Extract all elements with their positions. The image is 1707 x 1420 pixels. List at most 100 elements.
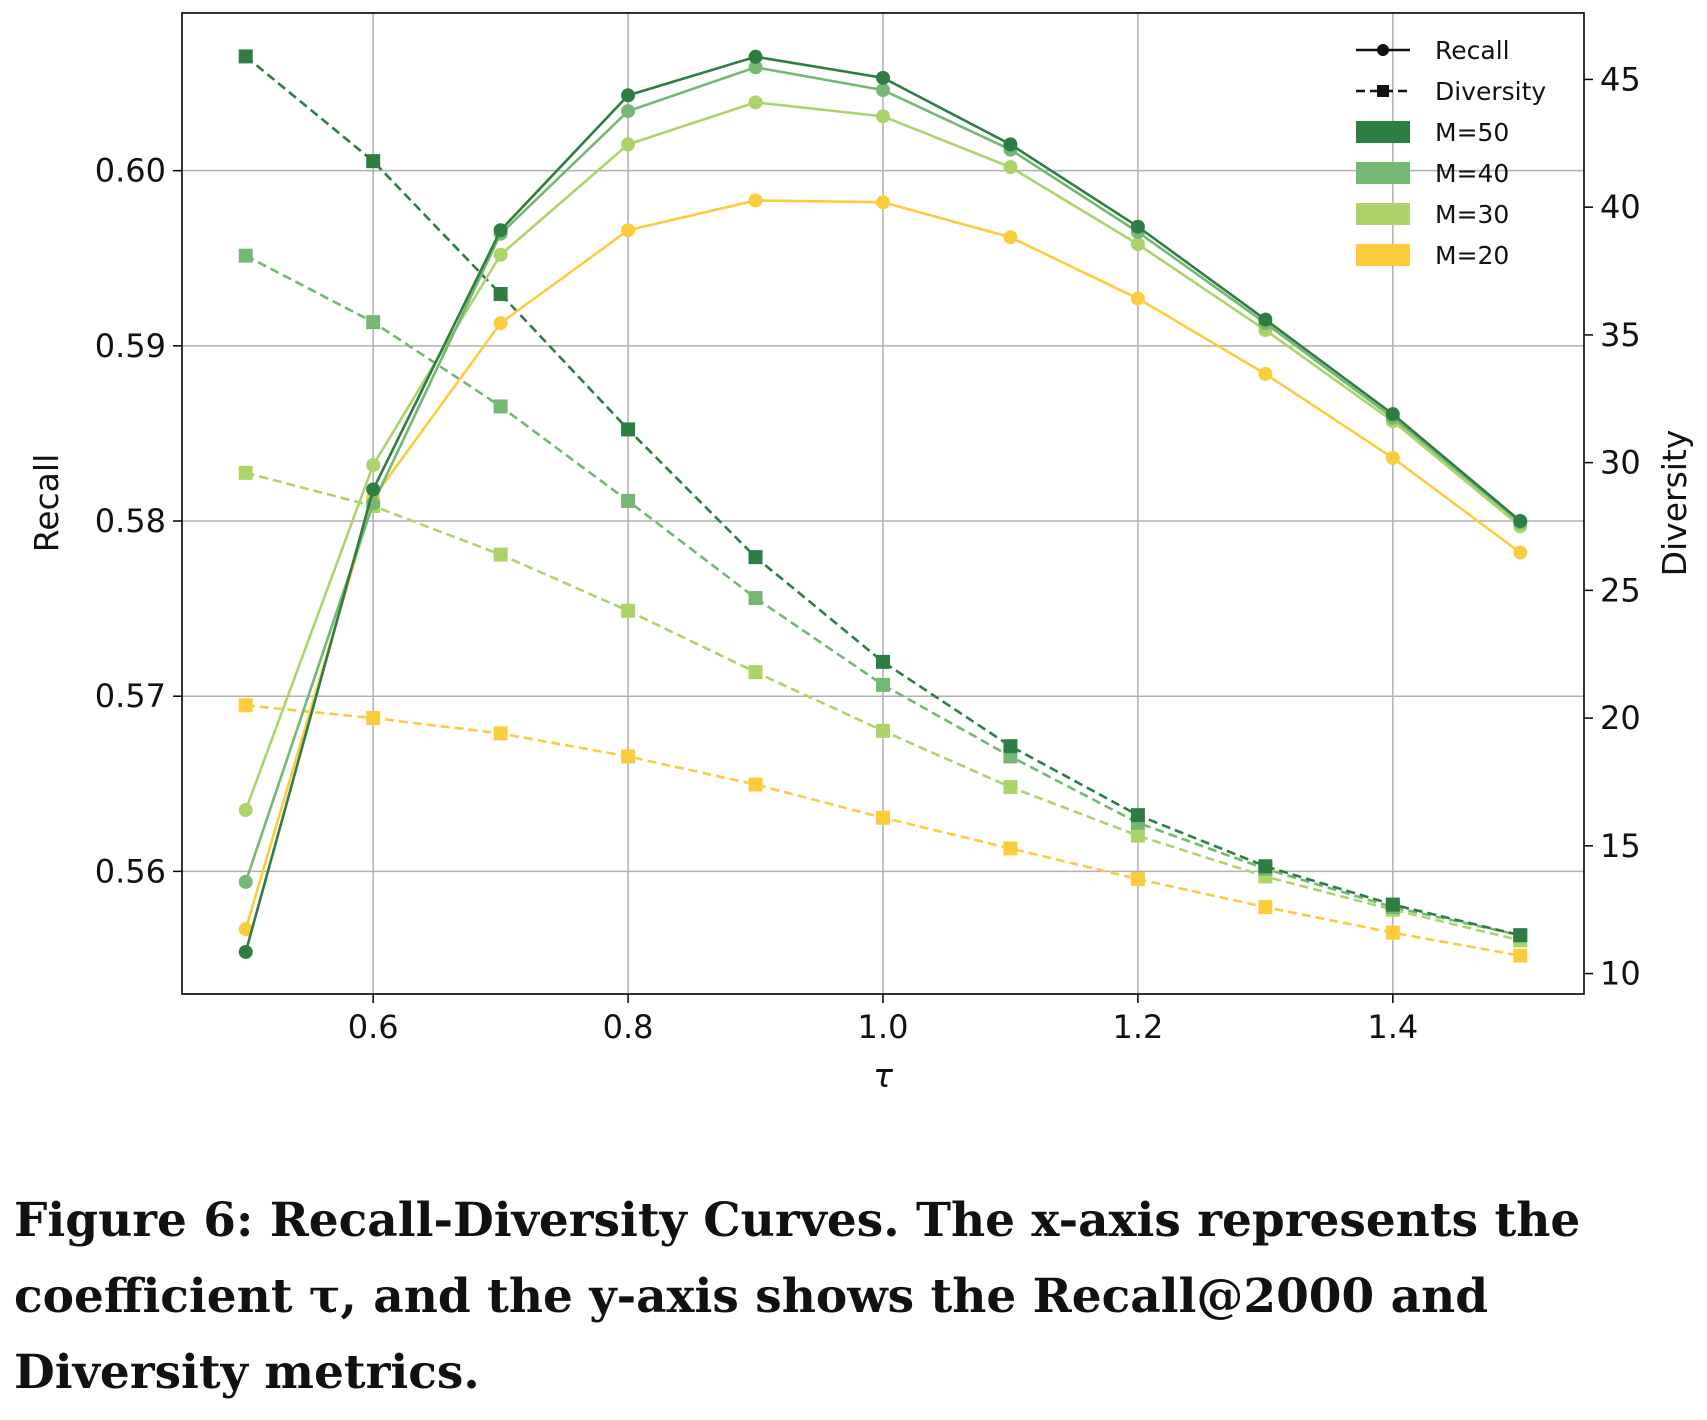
diversity-point: [621, 422, 636, 437]
diversity-point: [493, 547, 508, 562]
x-axis: 0.6 0.8 1.0 1.2 1.4: [348, 994, 1418, 1046]
recall-point: [1130, 291, 1145, 306]
y2-tick-label: 20: [1600, 699, 1641, 737]
y-tick-label: 0.56: [95, 852, 166, 890]
x-tick-label: 1.4: [1367, 1008, 1418, 1046]
diversity-point: [238, 248, 253, 263]
y-tick-label: 0.59: [95, 327, 166, 365]
recall-point: [366, 482, 381, 497]
figure-caption: Figure 6: Recall-Diversity Curves. The x…: [14, 1193, 1581, 1400]
diversity-point: [748, 665, 763, 680]
legend-item-m=50: M=50: [1356, 118, 1509, 147]
y-tick-label: 0.60: [95, 152, 166, 190]
diversity-line: [245, 254, 1521, 937]
legend-label: M=50: [1435, 118, 1509, 147]
recall-point: [493, 247, 508, 262]
x-tick-label: 1.0: [858, 1008, 909, 1046]
diversity-point: [1513, 928, 1528, 943]
legend-label: Recall: [1435, 36, 1510, 65]
legend-item-recall: Recall: [1356, 36, 1510, 65]
diversity-point: [1385, 897, 1400, 912]
diversity-point: [1130, 872, 1145, 887]
recall-point: [876, 70, 890, 85]
diversity-point: [1003, 841, 1018, 856]
y-tick-label: 0.58: [95, 502, 166, 540]
legend-swatch: [1356, 121, 1410, 143]
recall-point: [1513, 545, 1528, 560]
diversity-point: [748, 777, 763, 792]
recall-point: [621, 137, 636, 152]
y2-tick-label: 10: [1600, 955, 1641, 993]
diversity-point: [366, 315, 381, 330]
y-axis-left: 0.56 0.57 0.58 0.59 0.60: [95, 152, 182, 890]
legend-label: M=30: [1435, 200, 1509, 229]
recall-point: [366, 457, 381, 472]
x-axis-label: τ: [873, 1056, 894, 1095]
legend-swatch: [1356, 203, 1410, 225]
legend-label: Diversity: [1435, 77, 1546, 106]
y2-tick-label: 15: [1600, 827, 1641, 865]
legend: Recall Diversity M=50 M=40 M=30 M=20: [1356, 36, 1546, 270]
recall-point: [1003, 160, 1018, 175]
x-tick-label: 1.2: [1112, 1008, 1163, 1046]
y2-tick-label: 40: [1600, 188, 1641, 226]
diversity-point: [621, 603, 636, 618]
legend-marker: [1377, 85, 1389, 97]
diversity-point: [876, 677, 890, 692]
recall-point: [748, 49, 763, 64]
series-layer: [238, 49, 1528, 963]
diversity-point: [748, 591, 763, 606]
recall-point: [1003, 230, 1018, 245]
diversity-point: [493, 726, 508, 741]
recall-point: [621, 223, 636, 238]
recall-point: [748, 95, 763, 110]
y2-axis-label: Diversity: [1655, 430, 1694, 577]
recall-point: [1130, 237, 1145, 252]
recall-point: [1385, 450, 1400, 465]
diversity-point: [621, 493, 636, 508]
legend-item-diversity: Diversity: [1356, 77, 1546, 106]
diversity-point: [621, 749, 636, 764]
recall-point: [238, 874, 253, 889]
diversity-point: [1513, 948, 1528, 963]
recall-point: [1513, 514, 1528, 529]
recall-series-M=20: [238, 193, 1528, 937]
diversity-point: [366, 711, 381, 726]
diversity-point: [238, 49, 253, 64]
diversity-point: [1003, 739, 1018, 754]
recall-point: [238, 922, 253, 937]
legend-label: M=40: [1435, 159, 1509, 188]
legend-marker: [1377, 44, 1389, 56]
recall-point: [1003, 137, 1018, 152]
recall-point: [748, 60, 763, 75]
recall-diversity-chart: 0.6 0.8 1.0 1.2 1.4 0.560.570.580.590.60 101…: [27, 12, 1694, 1095]
recall-point: [1258, 312, 1273, 327]
recall-point: [238, 944, 253, 959]
diversity-line: [244, 55, 1521, 937]
grid-lines: [182, 13, 1584, 994]
diversity-point: [748, 550, 763, 565]
y-axis-label: Recall: [27, 454, 66, 552]
legend-item-m=40: M=40: [1356, 159, 1509, 188]
diversity-point: [493, 399, 508, 414]
legend-swatch: [1356, 244, 1410, 266]
recall-point: [876, 83, 890, 98]
diversity-point: [1385, 925, 1400, 940]
recall-point: [1385, 407, 1400, 422]
y-tick-label: 0.57: [95, 677, 166, 715]
y2-tick-label: 25: [1600, 571, 1641, 609]
diversity-point: [1258, 900, 1273, 915]
diversity-point: [1130, 828, 1145, 843]
diversity-point: [876, 723, 890, 738]
diversity-point: [366, 154, 381, 169]
recall-point: [876, 195, 890, 210]
diversity-point: [1258, 859, 1273, 874]
y-axis-right: 10 15 20 25 30 35 40 45: [1584, 60, 1641, 993]
recall-point: [493, 223, 508, 238]
y2-tick-label: 35: [1600, 316, 1641, 354]
legend-item-m=30: M=30: [1356, 200, 1509, 229]
diversity-point: [1003, 780, 1018, 795]
recall-point: [876, 109, 890, 124]
recall-point: [493, 316, 508, 331]
diversity-point: [238, 465, 253, 480]
